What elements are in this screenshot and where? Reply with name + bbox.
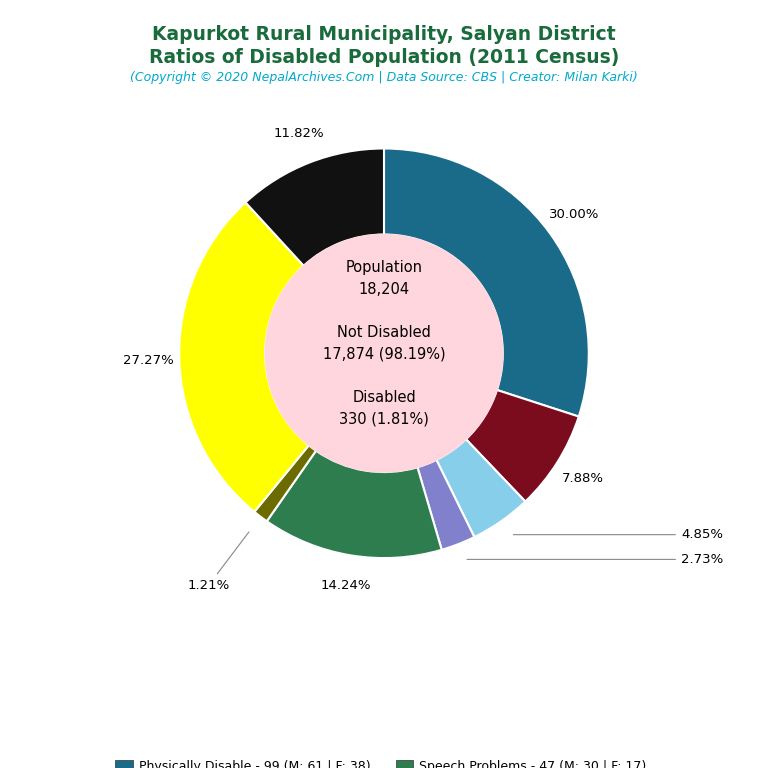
Wedge shape: [466, 390, 579, 502]
Text: Ratios of Disabled Population (2011 Census): Ratios of Disabled Population (2011 Cens…: [149, 48, 619, 67]
Text: 30.00%: 30.00%: [549, 208, 600, 221]
Wedge shape: [254, 445, 316, 521]
Text: (Copyright © 2020 NepalArchives.Com | Data Source: CBS | Creator: Milan Karki): (Copyright © 2020 NepalArchives.Com | Da…: [130, 71, 638, 84]
Text: Population
18,204

Not Disabled
17,874 (98.19%)

Disabled
330 (1.81%): Population 18,204 Not Disabled 17,874 (9…: [323, 260, 445, 426]
Wedge shape: [436, 439, 525, 537]
Wedge shape: [418, 460, 475, 550]
Text: 1.21%: 1.21%: [187, 532, 249, 592]
Text: 4.85%: 4.85%: [513, 528, 723, 541]
Text: 11.82%: 11.82%: [273, 127, 324, 141]
Wedge shape: [384, 148, 589, 416]
Wedge shape: [266, 451, 442, 558]
Wedge shape: [179, 203, 309, 511]
Text: 27.27%: 27.27%: [123, 353, 174, 366]
Text: 14.24%: 14.24%: [321, 579, 371, 592]
Text: Kapurkot Rural Municipality, Salyan District: Kapurkot Rural Municipality, Salyan Dist…: [152, 25, 616, 45]
Circle shape: [265, 234, 503, 472]
Wedge shape: [246, 148, 384, 266]
Legend: Physically Disable - 99 (M: 61 | F: 38), Blind Only - 39 (M: 21 | F: 18), Deaf O: Physically Disable - 99 (M: 61 | F: 38),…: [115, 760, 653, 768]
Text: 2.73%: 2.73%: [467, 553, 723, 566]
Text: 7.88%: 7.88%: [562, 472, 604, 485]
